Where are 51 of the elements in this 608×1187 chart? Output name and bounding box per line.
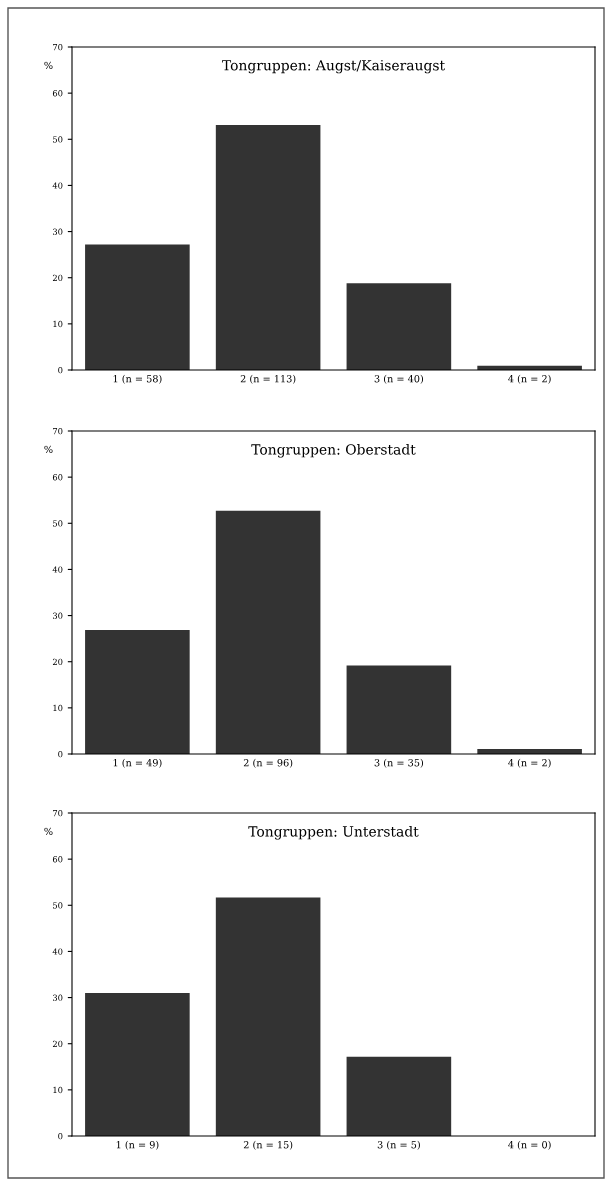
y-tick-label: 50 — [53, 520, 63, 527]
y-tick-label: 10 — [53, 1086, 63, 1094]
text: Tongruppen: Unterstadt — [248, 825, 419, 840]
x-tick-label: 1 (n = 58) — [113, 374, 162, 384]
x-tick-label: 3 (n = 35) — [374, 758, 424, 768]
bar — [215, 124, 321, 370]
bar — [215, 510, 321, 754]
y-axis-title: % — [44, 827, 53, 836]
y-tick-label: 60 — [52, 474, 63, 481]
x-tick-label: 4 (n = 2) — [508, 374, 551, 384]
y-tick-label: 10 — [53, 320, 63, 328]
bar — [346, 283, 452, 370]
y-tick-label: 30 — [53, 228, 63, 235]
y-tick-label: 0 — [58, 366, 63, 374]
x-tick-label: 1 (n = 9) — [116, 1140, 159, 1150]
y-tick-label: 50 — [53, 136, 63, 143]
y-tick-label: 20 — [52, 1040, 63, 1047]
bar — [215, 897, 321, 1136]
y-tick-label: 60 — [52, 90, 63, 97]
x-tick-label: 2 (n = 15) — [243, 1140, 293, 1150]
y-tick-label: 60 — [52, 856, 63, 863]
y-tick-label: 70 — [53, 43, 63, 51]
bar — [85, 244, 190, 370]
x-tick-label: 4 (n = 2) — [508, 758, 551, 768]
x-tick-label: 3 (n = 5) — [377, 1140, 420, 1150]
y-axis-title: % — [44, 445, 53, 454]
x-tick-label: 3 (n = 40) — [374, 374, 424, 384]
y-tick-label: 0 — [58, 750, 63, 758]
y-tick-label: 30 — [53, 994, 63, 1001]
y-tick-label: 10 — [53, 704, 63, 712]
y-tick-label: 0 — [58, 1132, 63, 1140]
y-tick-label: 70 — [53, 427, 63, 435]
y-tick-label: 70 — [53, 809, 63, 817]
bar — [346, 665, 452, 754]
y-axis-title: % — [44, 61, 53, 70]
x-tick-label: 2 (n = 113) — [240, 374, 296, 384]
text: Tongruppen: Augst/Kaiseraugst — [222, 60, 445, 74]
y-tick-label: 30 — [53, 612, 63, 619]
x-tick-label: 4 (n = 0) — [508, 1140, 551, 1150]
bar — [85, 629, 190, 754]
y-tick-label: 20 — [52, 658, 63, 665]
y-tick-label: 40 — [52, 566, 63, 573]
y-tick-label: 40 — [52, 948, 63, 955]
bar — [346, 1056, 452, 1136]
text: Tongruppen: Oberstadt — [251, 443, 416, 458]
x-tick-label: 1 (n = 49) — [113, 758, 162, 768]
y-tick-label: 50 — [53, 902, 63, 909]
y-tick-label: 20 — [52, 274, 63, 281]
y-tick-label: 40 — [52, 182, 63, 189]
bar — [85, 992, 190, 1136]
x-tick-label: 2 (n = 96) — [243, 758, 293, 768]
